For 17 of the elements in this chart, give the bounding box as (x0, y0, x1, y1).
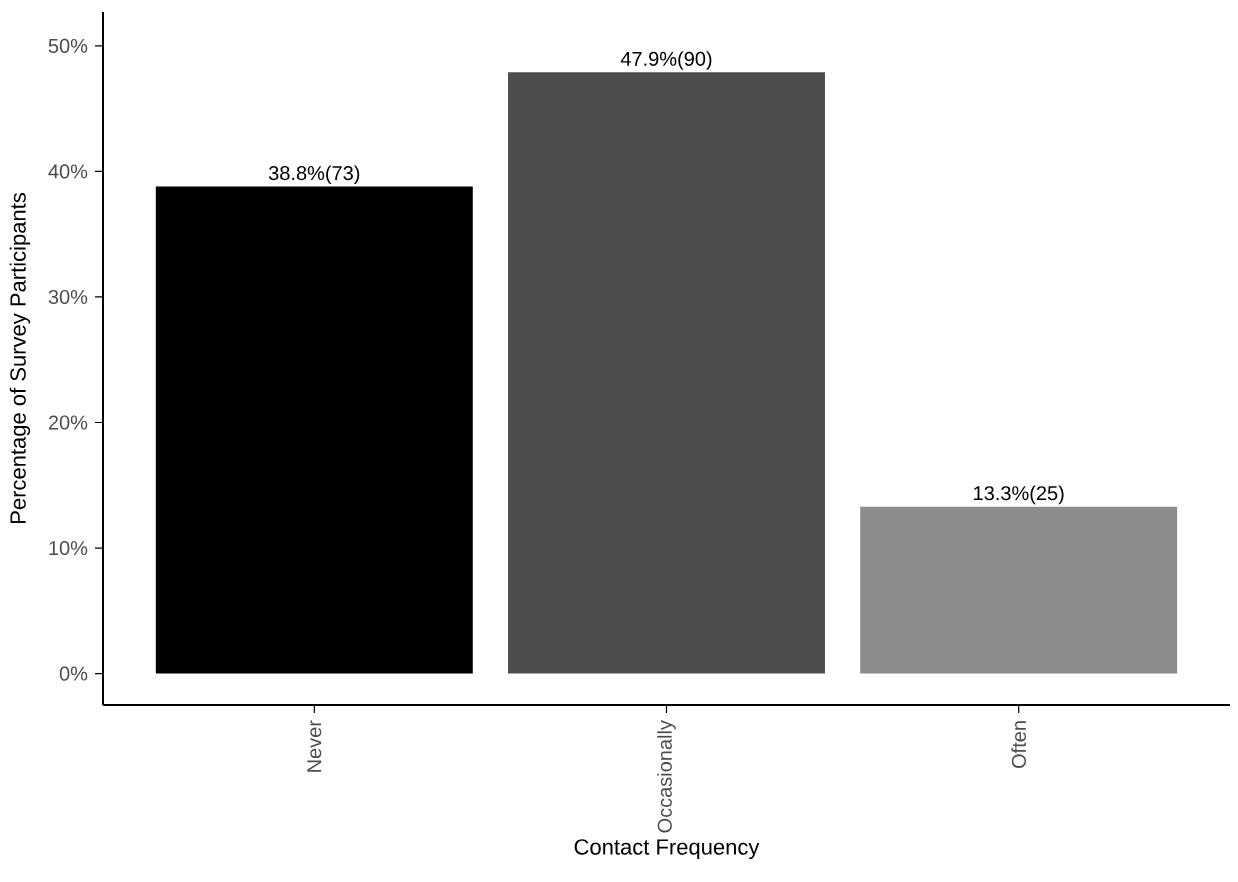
data-label: 38.8%(73) (268, 165, 360, 185)
y-axis-title: Percentage of Survey Participants (9, 193, 31, 523)
x-tick-label: Often (1011, 721, 1027, 769)
y-tick-label: 20% (48, 415, 88, 430)
x-tick-label: Occasionally (657, 720, 676, 833)
x-tick-label: Never (307, 720, 322, 772)
y-tick-label: 0% (59, 666, 88, 681)
x-axis-title: Contact Frequency (574, 839, 760, 860)
bar (508, 72, 825, 674)
bar (155, 186, 473, 674)
y-tick-label: 40% (48, 164, 88, 179)
y-tick-label: 10% (49, 540, 88, 556)
data-label: 47.9%(90) (620, 51, 712, 70)
y-tick-label: 50% (48, 38, 88, 53)
bar (860, 506, 1178, 674)
data-label: 13.3%(25) (974, 485, 1064, 505)
y-tick-label: 30% (48, 289, 88, 305)
